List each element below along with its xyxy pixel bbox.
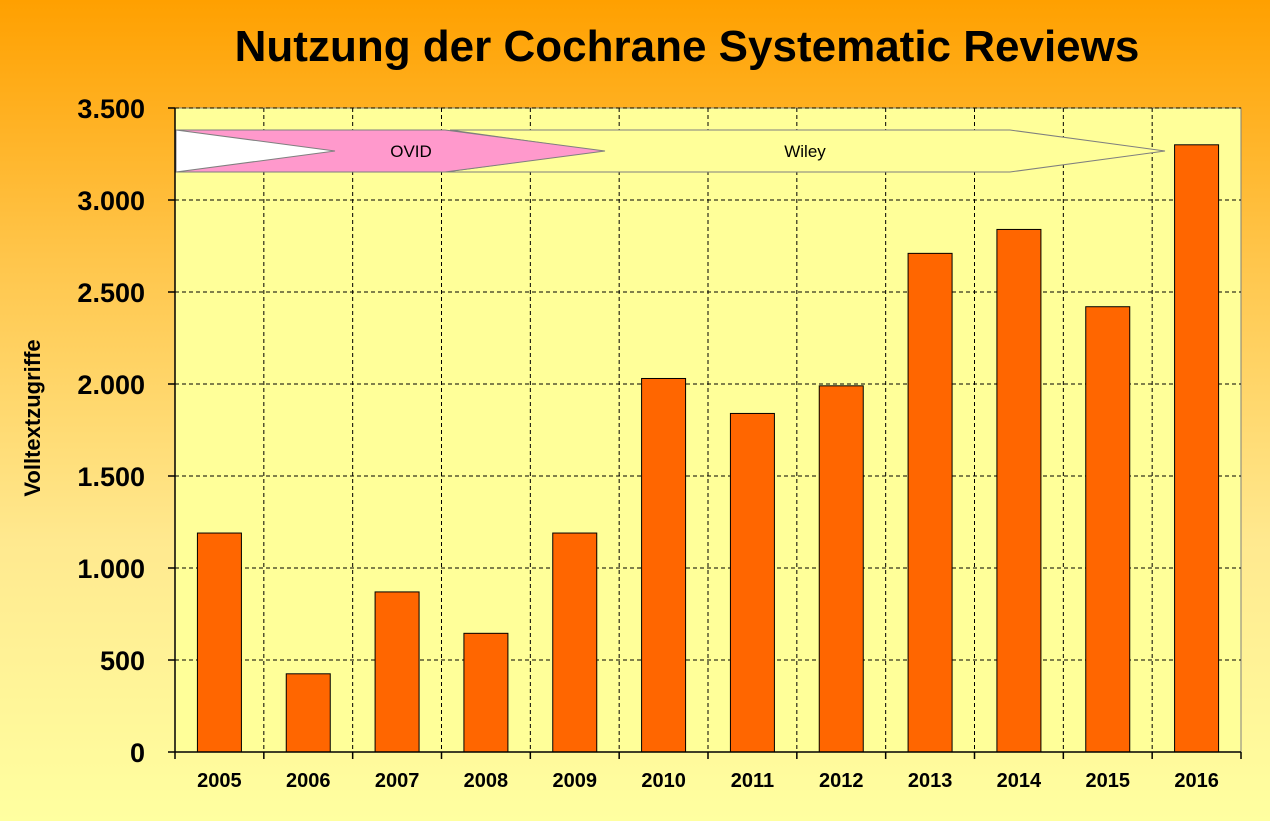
chart-title: Nutzung der Cochrane Systematic Reviews xyxy=(234,22,1140,71)
ovid-arrow xyxy=(175,129,606,173)
x-tick-label: 2011 xyxy=(731,770,774,792)
x-tick-label: 2008 xyxy=(464,770,509,792)
bar-2012 xyxy=(818,385,864,753)
x-tick-label: 2013 xyxy=(908,770,953,792)
y-tick-label: 2.000 xyxy=(77,370,145,400)
x-tick-label: 2012 xyxy=(819,770,864,792)
bar-2015 xyxy=(1085,306,1131,753)
gridlines xyxy=(175,107,1241,752)
y-tick-label: 1.500 xyxy=(77,462,145,492)
x-tick-label: 2007 xyxy=(375,770,420,792)
bar-2013 xyxy=(907,252,953,753)
y-tick-label: 500 xyxy=(100,646,145,676)
bar-2009 xyxy=(552,532,598,753)
x-tick-label: 2010 xyxy=(641,770,686,792)
y-tick-label: 3.500 xyxy=(77,94,145,124)
x-tick-label: 2009 xyxy=(553,770,598,792)
bar-2007 xyxy=(374,591,420,753)
x-tick-label: 2006 xyxy=(286,770,331,792)
y-tick-label: 0 xyxy=(130,738,145,768)
y-tick-labels: 0 500 1.000 1.500 2.000 2.500 3.000 3.500 xyxy=(77,94,145,768)
bars xyxy=(196,144,1220,753)
y-tick-label: 2.500 xyxy=(77,278,145,308)
axes xyxy=(168,107,1242,759)
bar-2008 xyxy=(463,632,509,753)
bar-2014 xyxy=(996,228,1042,753)
bar-2011 xyxy=(729,412,775,753)
annotation-arrows: OVID Wiley xyxy=(175,129,1166,173)
wiley-label: Wiley xyxy=(784,142,826,161)
ovid-label: OVID xyxy=(390,142,432,161)
bar-2016 xyxy=(1174,144,1220,753)
x-tick-label: 2016 xyxy=(1174,770,1219,792)
y-tick-label: 1.000 xyxy=(77,554,145,584)
y-tick-label: 3.000 xyxy=(77,186,145,216)
x-tick-label: 2014 xyxy=(997,770,1042,792)
bar-2005 xyxy=(196,532,242,753)
x-tick-label: 2015 xyxy=(1086,770,1131,792)
bar-2006 xyxy=(285,673,331,753)
x-tick-labels: 2005 2006 2007 2008 2009 2010 2011 2012 2013 2014… xyxy=(197,770,1219,792)
x-tick-label: 2005 xyxy=(197,770,242,792)
bar-2010 xyxy=(641,377,687,753)
